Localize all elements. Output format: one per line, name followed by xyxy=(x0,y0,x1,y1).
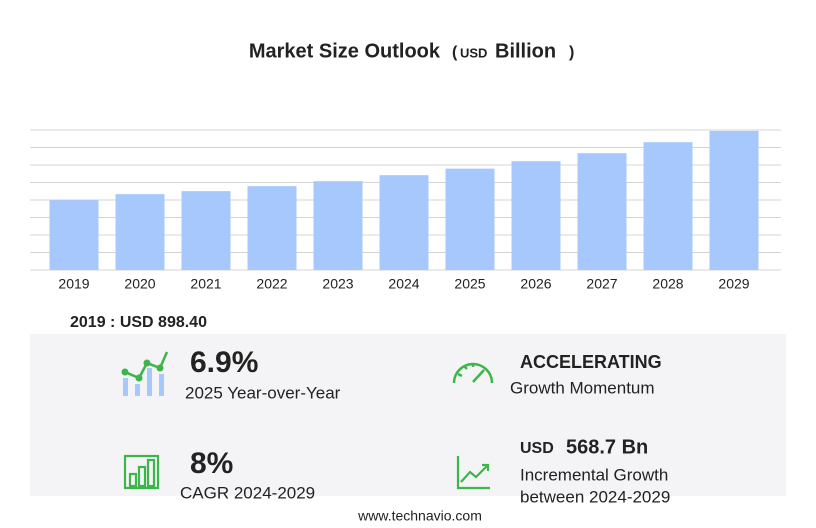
chart-title: Market Size Outlook xyxy=(249,40,441,62)
x-tick-label: 2026 xyxy=(520,276,551,292)
base-value: 2019 : USD 898.40 xyxy=(70,314,207,331)
bar xyxy=(181,191,231,270)
title-unit: USD xyxy=(460,45,487,60)
title-unit-name: Billion xyxy=(495,40,556,62)
bar xyxy=(445,168,495,270)
bar xyxy=(577,153,627,270)
x-tick-label: 2024 xyxy=(388,276,419,292)
x-tick-label: 2025 xyxy=(454,276,485,292)
bar xyxy=(247,186,297,270)
bar xyxy=(313,181,363,270)
bar xyxy=(379,175,429,270)
yoy-label: 2025 Year-over-Year xyxy=(185,383,341,402)
x-tick-label: 2020 xyxy=(124,276,155,292)
bar xyxy=(709,130,759,270)
bar xyxy=(643,142,693,270)
x-tick-label: 2029 xyxy=(718,276,749,292)
x-tick-label: 2022 xyxy=(256,276,287,292)
x-tick-label: 2019 xyxy=(58,276,89,292)
bar xyxy=(511,161,561,270)
momentum-value: ACCELERATING xyxy=(520,352,662,372)
incremental-icon xyxy=(456,456,490,490)
plot: 2019 2020 2021 2022 2023 2024 2025 2026 2027 2028… xyxy=(30,129,781,292)
x-tick-label: 2021 xyxy=(190,276,221,292)
cagr-label: CAGR 2024-2029 xyxy=(180,483,315,502)
highlights-panel xyxy=(30,334,786,496)
cagr-value: 8% xyxy=(190,447,233,480)
title-paren: ( xyxy=(452,44,458,61)
incremental-value: 568.7 Bn xyxy=(566,436,648,458)
title-paren: ) xyxy=(569,44,574,61)
x-tick-label: 2027 xyxy=(586,276,617,292)
momentum-label: Growth Momentum xyxy=(510,378,655,397)
incremental-unit: USD xyxy=(520,440,554,457)
yoy-value: 6.9% xyxy=(190,346,258,379)
yoy-icon xyxy=(121,351,169,396)
cagr-icon xyxy=(123,454,160,490)
footer: www.technavio.com xyxy=(357,508,482,524)
incremental-label: Incremental Growth xyxy=(520,465,668,484)
x-tick-label: 2023 xyxy=(322,276,353,292)
incremental-label: between 2024-2029 xyxy=(520,487,670,506)
bar xyxy=(49,200,99,270)
bar xyxy=(115,194,165,270)
momentum-icon xyxy=(452,362,494,384)
x-tick-label: 2028 xyxy=(652,276,683,292)
